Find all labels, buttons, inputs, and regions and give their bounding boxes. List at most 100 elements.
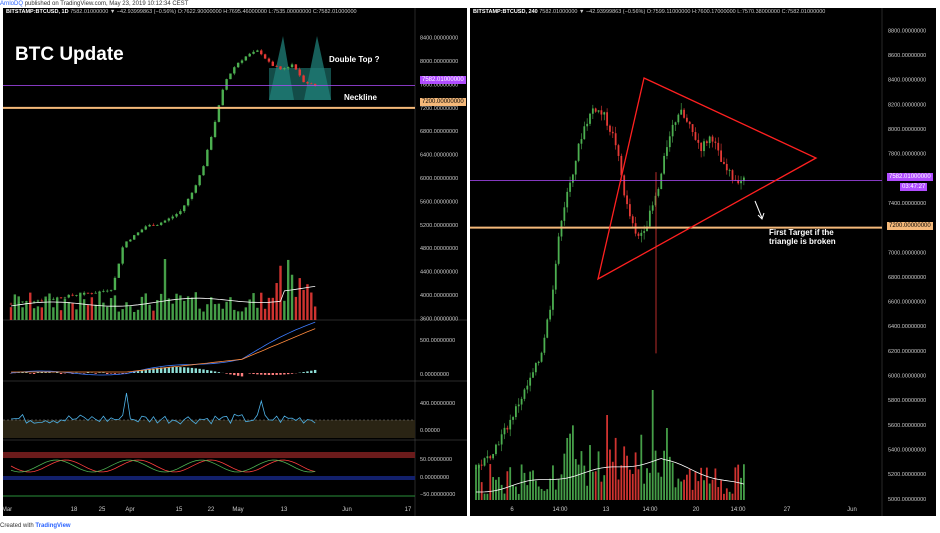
macd-histogram-bar [210,370,213,373]
right-candle [631,216,634,224]
macd-histogram-bar [275,373,278,375]
left-candle [198,175,201,186]
right-candle [611,131,614,134]
right-candle [660,173,663,190]
rsi-line-green [10,459,316,473]
macd-line [10,321,316,376]
left-candle [140,229,144,233]
right-candle [694,132,697,140]
left-volume-bar [260,292,263,320]
right-volume-bar [646,468,648,500]
right-volume-bar [475,464,477,500]
left-volume-bar [152,310,155,320]
breakdown-arrow-head [757,212,765,220]
left-candle [248,53,251,57]
right-candle [686,117,688,122]
right-chart-panel[interactable]: 8800.00000000 8600.00000000 8400.00000000 8… [470,8,936,516]
left-volume-bar [290,274,294,320]
macd-histogram-bar [159,367,163,373]
macd-histogram-bar [229,373,232,375]
right-candle [725,163,728,171]
right-current-price-tag: 7582.01000000 [887,173,933,181]
left-volume-bar [244,307,248,320]
tradingview-logo[interactable]: TradingView [35,523,71,529]
right-candle [526,385,529,390]
right-candle [549,309,551,320]
left-candle [271,61,274,66]
right-candle [640,232,643,236]
right-candle [554,263,557,290]
left-candle [206,149,209,167]
left-volume-bar [52,307,55,320]
right-time-tick-label: 20 [693,507,700,513]
left-candle [294,64,298,70]
left-candle [183,205,186,212]
right-volume-bar [512,485,514,500]
right-candle [503,427,506,435]
left-volume-bar [279,265,282,320]
rsi-line-red [10,459,316,473]
left-candle [56,297,59,299]
right-candle [569,182,571,192]
left-candle [94,292,97,294]
left-time-tick-label: 13 [281,507,288,513]
macd-tick-label: 0.00000000 [420,372,449,378]
right-candle [731,170,734,180]
right-volume-bar [720,480,722,500]
right-volume-bar [688,469,691,500]
macd-histogram-bar [94,373,97,374]
right-price-tick-label: 5400.00000000 [888,448,926,454]
left-price-tick-label: 7600.00000000 [420,82,458,88]
right-candle [657,189,660,196]
right-volume-bar [569,433,571,500]
left-time-tick-label: Jun [342,507,352,513]
right-volume-bar [634,452,637,500]
right-volume-bar [566,437,569,500]
left-volume-bar [248,299,251,320]
macd-histogram-bar [86,372,90,373]
left-chart-canvas[interactable]: 8400.000000008000.000000007600.000000007… [3,8,467,516]
macd-histogram-bar [248,373,251,374]
right-volume-bar [663,450,665,500]
right-volume-bar [523,472,526,500]
left-volume-bar [217,303,221,320]
right-volume-ma-line [476,458,745,493]
left-candle [275,65,278,67]
right-candle [717,142,720,151]
macd-histogram-bar [109,373,113,374]
left-time-tick-label: May [232,507,243,513]
left-price-tick-label: 5600.00000000 [420,199,458,205]
right-volume-bar [589,445,591,500]
right-volume-bar [560,474,563,500]
left-candle [233,67,236,74]
left-candle [290,64,294,68]
right-chart-canvas[interactable]: 8800.00000000 8600.00000000 8400.00000000 8… [470,8,936,516]
right-volume-bar [717,487,720,500]
left-candle [298,69,301,76]
right-volume-bar [668,456,671,500]
macd-histogram-bar [263,373,267,375]
right-volume-bar [657,472,660,500]
right-candle [480,464,483,466]
right-candle [563,207,566,221]
right-candle [532,372,534,378]
macd-histogram-bar [217,372,221,373]
left-chart-panel[interactable]: 8400.00000000 8000.00000000 7600.00000000 7… [3,8,467,516]
right-volume-bar [506,471,509,500]
right-volume-bar [583,465,586,500]
left-volume-bar [213,304,217,320]
right-price-tick-label: 6200.00000000 [888,349,926,355]
right-candle [589,113,591,124]
left-volume-bar [310,292,313,320]
right-candle [609,125,611,132]
author-link[interactable]: ArnloDQ [0,1,24,7]
right-price-tick-label: 5600.00000000 [888,423,926,429]
right-candle [515,406,517,418]
right-volume-bar [497,477,500,500]
right-volume-bar [731,493,734,500]
left-chart-header: BITSTAMP:BTCUSD, 1D 7582.01000000 ▼ −42.… [6,9,357,15]
left-volume-bar [67,302,70,320]
macd-histogram-bar [106,373,109,374]
left-time-tick-label: 22 [208,507,215,513]
right-volume-bar [526,485,529,500]
